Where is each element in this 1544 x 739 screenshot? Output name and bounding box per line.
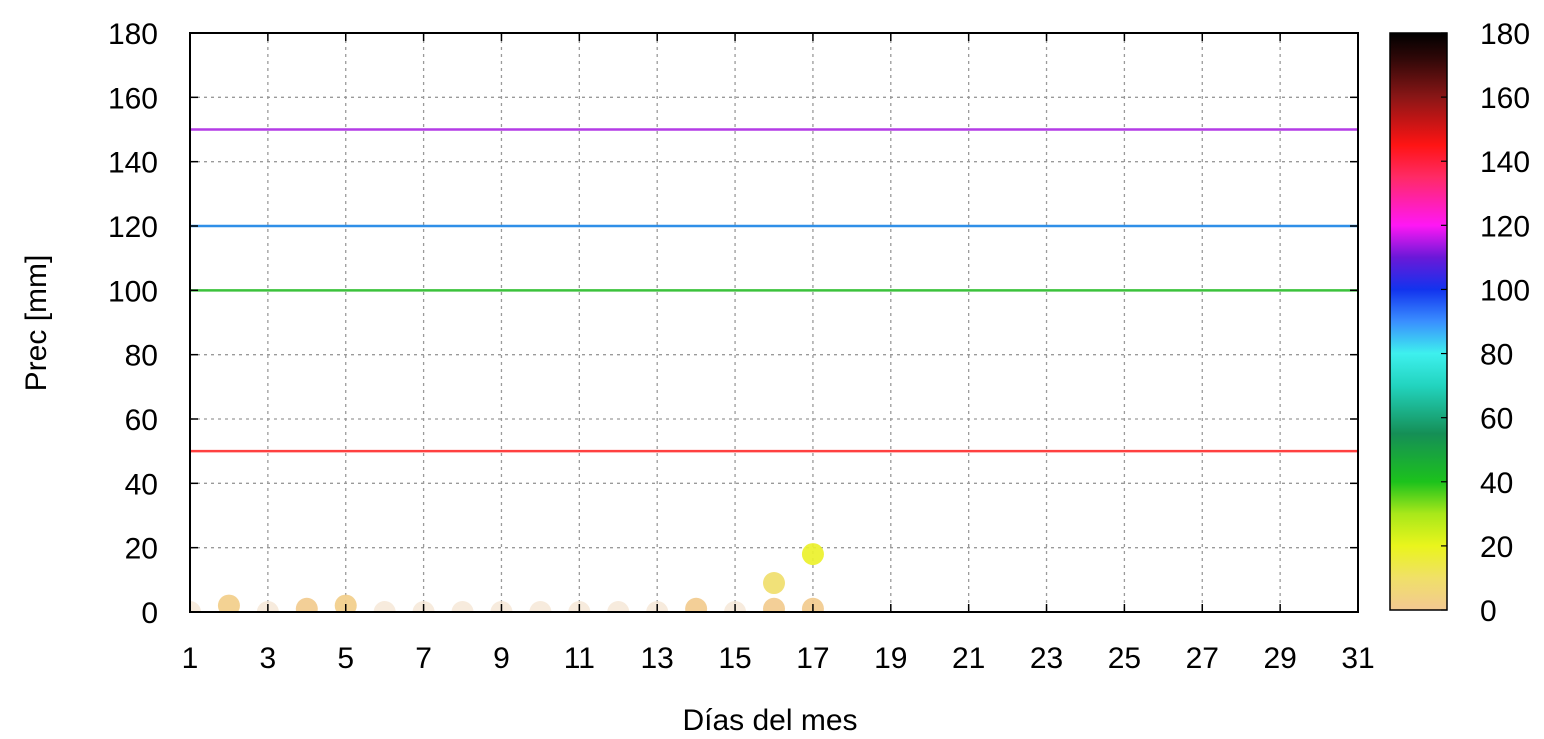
data-point: [529, 601, 552, 612]
x-tick-label: 5: [337, 642, 354, 675]
y-tick-label: 120: [108, 211, 158, 244]
threshold-lines: [190, 128, 1358, 453]
x-tick-label: 17: [796, 642, 829, 675]
data-point: [217, 594, 240, 612]
y-tick-label: 60: [125, 404, 158, 437]
x-tick-label: 29: [1263, 642, 1296, 675]
y-tick-label: 140: [108, 147, 158, 180]
data-point: [685, 597, 708, 612]
data-point: [451, 601, 474, 612]
colorbar-tick-label: 80: [1480, 339, 1513, 372]
x-tick-label: 27: [1186, 642, 1219, 675]
data-point: [607, 601, 630, 612]
x-tick-label: 3: [260, 642, 277, 675]
data-point: [801, 543, 824, 566]
colorbar-ticks: 0 20 40 60 80 100 120 140 160 180: [1441, 18, 1530, 628]
x-tick-label: 9: [493, 642, 510, 675]
y-axis: 0 20 40 60 80 100 120 140 160 180: [108, 18, 1358, 630]
y-tick-label: 180: [108, 18, 158, 51]
x-tick-label: 1: [182, 642, 199, 675]
colorbar-tick-label: 180: [1480, 18, 1530, 51]
data-point: [295, 597, 318, 612]
colorbar-tick-label: 40: [1480, 467, 1513, 500]
data-point: [763, 572, 785, 595]
y-tick-label: 20: [125, 533, 158, 566]
grid: [190, 33, 1358, 612]
data-point: [763, 597, 785, 612]
x-tick-label: 23: [1030, 642, 1063, 675]
y-tick-label: 160: [108, 82, 158, 115]
data-point: [334, 594, 357, 612]
colorbar-tick-label: 0: [1480, 595, 1497, 628]
x-axis-title: Días del mes: [682, 704, 857, 737]
data-points: [190, 543, 824, 612]
colorbar-tick-label: 20: [1480, 531, 1513, 564]
colorbar-tick-label: 160: [1480, 82, 1530, 115]
colorbar-tick-label: 120: [1480, 210, 1530, 243]
x-tick-label: 25: [1108, 642, 1141, 675]
colorbar-tick-label: 100: [1480, 274, 1530, 307]
x-tick-label: 21: [952, 642, 985, 675]
x-tick-label: 13: [641, 642, 674, 675]
x-axis: 1 3 5 7 9 11 13 15 17 19 21 23 25 27 29 31: [182, 33, 1375, 675]
plot-frame: [189, 32, 1359, 613]
y-tick-label: 40: [125, 468, 158, 501]
x-tick-label: 19: [874, 642, 907, 675]
data-point: [373, 601, 396, 612]
y-axis-title: Prec [mm]: [20, 255, 53, 392]
y-tick-label: 80: [125, 340, 158, 373]
colorbar-tick-label: 140: [1480, 146, 1530, 179]
y-tick-label: 100: [108, 275, 158, 308]
x-tick-label: 11: [564, 642, 595, 675]
colorbar-gradient: [1389, 32, 1448, 611]
x-tick-label: 15: [718, 642, 751, 675]
colorbar: 0 20 40 60 80 100 120 140 160 180: [1389, 18, 1530, 628]
colorbar-tick-label: 60: [1480, 403, 1513, 436]
y-tick-label: 0: [141, 597, 158, 630]
x-tick-label: 31: [1341, 642, 1374, 675]
x-tick-label: 7: [415, 642, 432, 675]
data-point: [190, 601, 201, 612]
